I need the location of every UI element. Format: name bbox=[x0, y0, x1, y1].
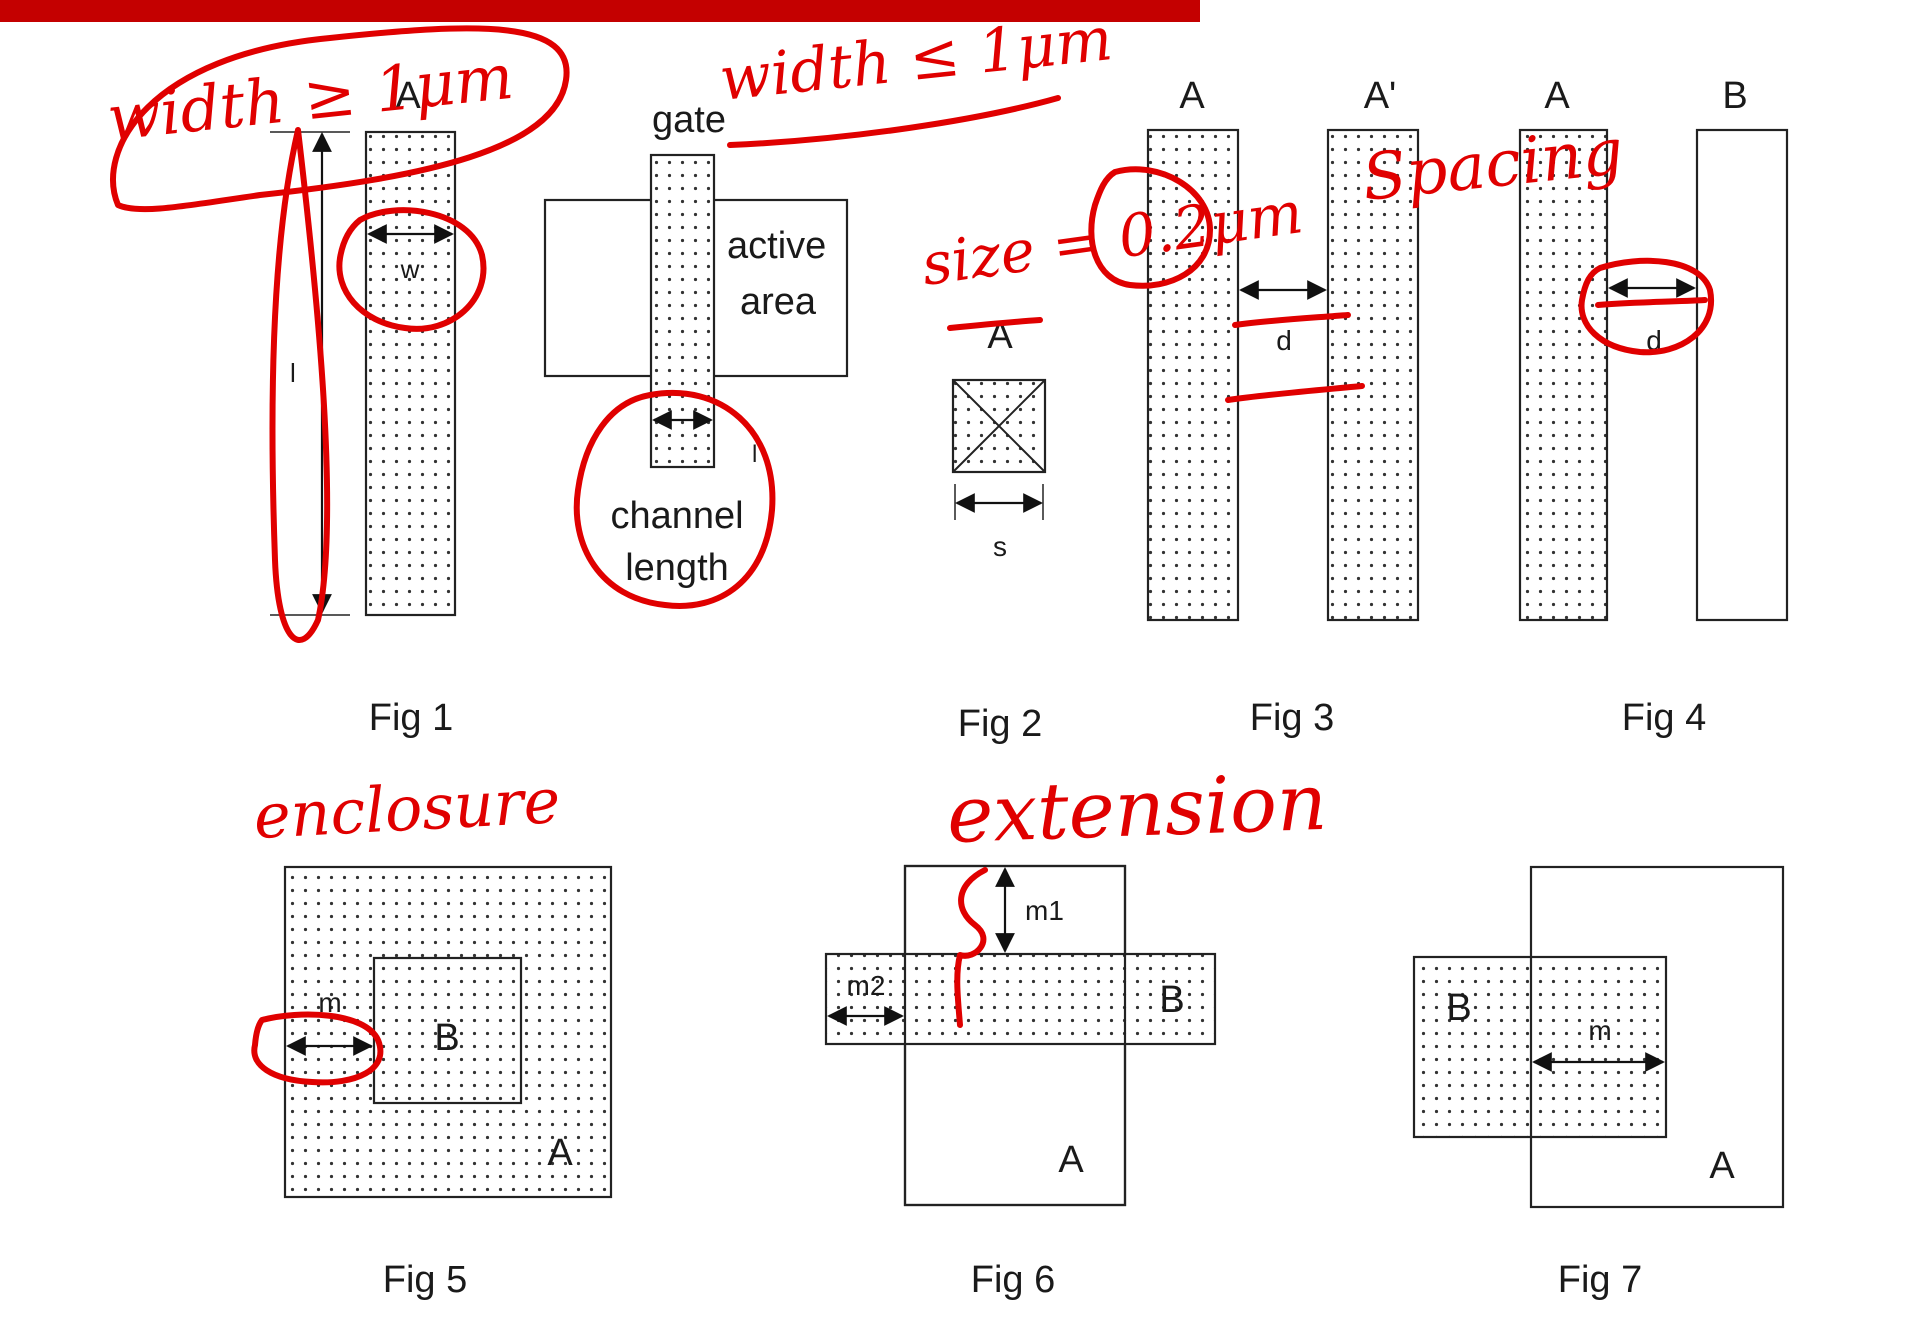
fig3-layer-label-1: A bbox=[1179, 75, 1205, 117]
fig2-contact-cross-2 bbox=[952, 379, 1046, 473]
fig4-caption: Fig 4 bbox=[1622, 697, 1706, 739]
fig1-gate-label: gate bbox=[652, 99, 726, 141]
fig4-layer-label-2: B bbox=[1722, 75, 1747, 117]
fig3-strip-a bbox=[1146, 128, 1240, 622]
fig7-inner-b bbox=[1412, 955, 1668, 1139]
fig4-strip-b bbox=[1695, 128, 1789, 622]
fig6-vertical-a-outline bbox=[903, 864, 1127, 1207]
note-size-circle bbox=[1088, 166, 1213, 289]
fig6-caption: Fig 6 bbox=[971, 1259, 1055, 1301]
fig3-spacing-rule: A A' d Fig 3 bbox=[1146, 75, 1420, 739]
fig5-caption: Fig 5 bbox=[383, 1259, 467, 1301]
note-enclosure: enclosure bbox=[252, 764, 562, 853]
fig3-caption: Fig 3 bbox=[1250, 697, 1334, 739]
fig1-length-loop bbox=[269, 127, 331, 643]
fig1-layer-label: A bbox=[395, 75, 421, 117]
fig5-inner-b bbox=[372, 956, 523, 1105]
fig7-caption: Fig 7 bbox=[1558, 1259, 1642, 1301]
fig1-width-rule: A l w gate active area l channel length … bbox=[270, 75, 849, 739]
fig1-channel-label-1: channel bbox=[610, 495, 743, 537]
fig1-channel-dim-label: l bbox=[752, 441, 757, 468]
fig3-spacing-mark-bottom bbox=[1225, 383, 1365, 403]
fig1-strip-a bbox=[364, 130, 457, 617]
fig4-spacing-circle bbox=[1578, 257, 1715, 356]
fig1-active-label-1: active bbox=[727, 225, 826, 267]
fig6-horizontal-b bbox=[824, 952, 1217, 1046]
fig6-horizontal-label: B bbox=[1159, 979, 1184, 1021]
fig1-width-circle bbox=[336, 207, 487, 332]
fig1-channel-circle bbox=[573, 389, 776, 609]
fig5-outer-label: A bbox=[547, 1132, 573, 1174]
fig3-spacing-label: d bbox=[1276, 325, 1292, 356]
fig6-vertical-label: A bbox=[1058, 1139, 1084, 1181]
fig1-caption: Fig 1 bbox=[369, 697, 453, 739]
fig2-size-rule: A s Fig 2 bbox=[951, 315, 1047, 745]
fig7-overlap-rule: B A m Fig 7 bbox=[1412, 865, 1785, 1301]
fig4-strip-a bbox=[1518, 128, 1609, 622]
fig3-layer-label-2: A' bbox=[1364, 75, 1397, 117]
fig7-outer-a bbox=[1529, 865, 1785, 1209]
fig6-extension-mark bbox=[954, 867, 988, 1028]
fig1-channel-label-2: length bbox=[625, 547, 729, 589]
note-size-underline bbox=[947, 317, 1043, 331]
fig5-enclosure-circle bbox=[251, 1011, 384, 1086]
fig6-m2-label: m2 bbox=[847, 970, 886, 1001]
fig4-spacing-mark bbox=[1595, 297, 1708, 308]
fig4-spacing-label: d bbox=[1646, 325, 1662, 356]
fig6-extension-rule: B A m1 m2 Fig 6 bbox=[824, 864, 1217, 1301]
fig1-length-label: l bbox=[290, 358, 296, 388]
note-extension: extension bbox=[946, 758, 1329, 861]
fig2-size-label: s bbox=[993, 531, 1007, 562]
fig3-spacing-mark-top bbox=[1232, 312, 1351, 328]
fig5-enclosure-rule: B A m Fig 5 bbox=[283, 865, 613, 1301]
fig1-width-label: w bbox=[400, 254, 420, 284]
fig7-outer-label: A bbox=[1709, 1145, 1735, 1187]
fig5-enclosure-label: m bbox=[318, 987, 341, 1018]
fig3-strip-a-prime bbox=[1326, 128, 1420, 622]
fig2-caption: Fig 2 bbox=[958, 703, 1042, 745]
fig6-m1-label: m1 bbox=[1025, 895, 1064, 926]
fig4-layer-label-1: A bbox=[1544, 75, 1570, 117]
fig7-inner-label: B bbox=[1446, 987, 1471, 1029]
top-banner bbox=[0, 0, 1200, 22]
note-width-min-circle bbox=[110, 25, 570, 213]
fig7-overlap-label: m bbox=[1588, 1015, 1611, 1046]
fig4-spacing-rule: A B d Fig 4 bbox=[1518, 75, 1789, 739]
note-width-max-underline bbox=[727, 95, 1061, 148]
fig1-active-label-2: area bbox=[740, 281, 817, 323]
fig5-inner-label: B bbox=[434, 1017, 459, 1059]
